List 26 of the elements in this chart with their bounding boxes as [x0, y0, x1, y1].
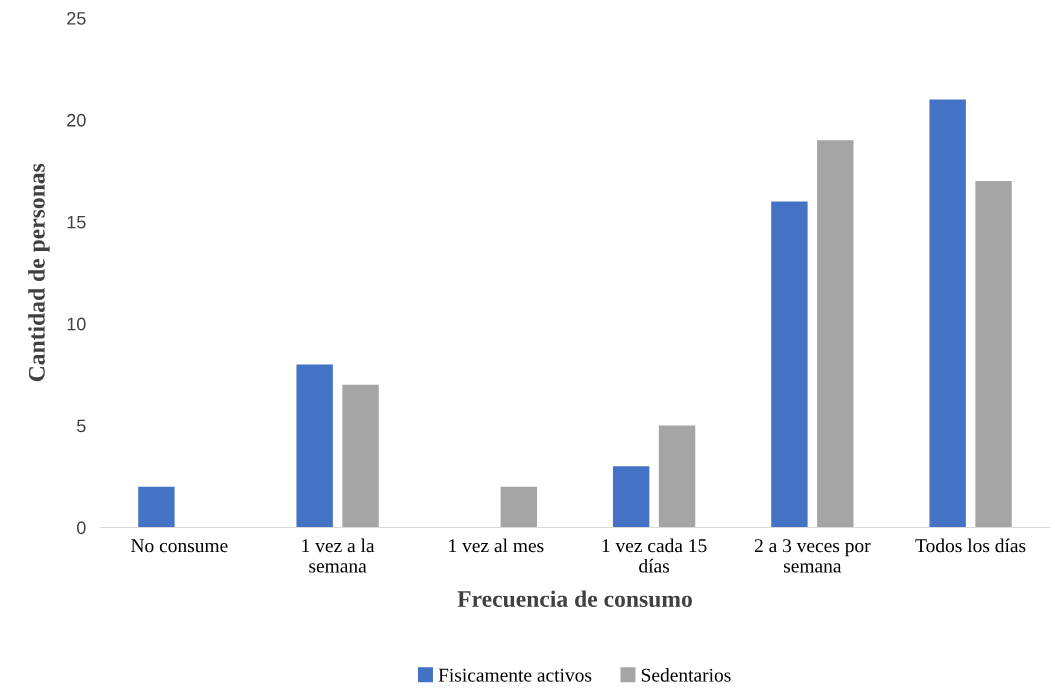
x-tick-label: 1 vez al mes	[449, 538, 544, 553]
y-tick-label: 10	[67, 317, 86, 331]
y-tick-label: 5	[77, 419, 86, 433]
bar	[975, 181, 1012, 528]
bar	[342, 384, 379, 528]
bar	[612, 466, 650, 528]
y-tick-label: 20	[67, 113, 86, 127]
x-tick-label: Todos los días	[915, 538, 1026, 553]
bar	[817, 140, 854, 528]
legend-label: Sedentarios	[641, 668, 731, 682]
y-axis-title: Cantidad de personas	[28, 163, 50, 382]
bar	[658, 425, 696, 528]
legend-label: Fisicamente activos	[438, 668, 592, 682]
bar	[138, 486, 175, 528]
bar	[771, 201, 808, 528]
x-tick-label: No consume	[131, 539, 228, 553]
bar	[296, 364, 333, 528]
x-axis-title: Frecuencia de consumo	[457, 590, 692, 608]
y-tick-label: 25	[67, 11, 86, 25]
x-tick-label: 2 a 3 veces por semana	[754, 539, 871, 573]
x-tick-label: 1 vez cada 15 días	[602, 538, 707, 573]
y-tick-label: 15	[67, 215, 86, 229]
x-tick-label: 1 vez a la semana	[302, 538, 375, 573]
bar	[500, 486, 537, 528]
bar	[929, 99, 966, 528]
y-tick-label: 0	[77, 521, 86, 535]
